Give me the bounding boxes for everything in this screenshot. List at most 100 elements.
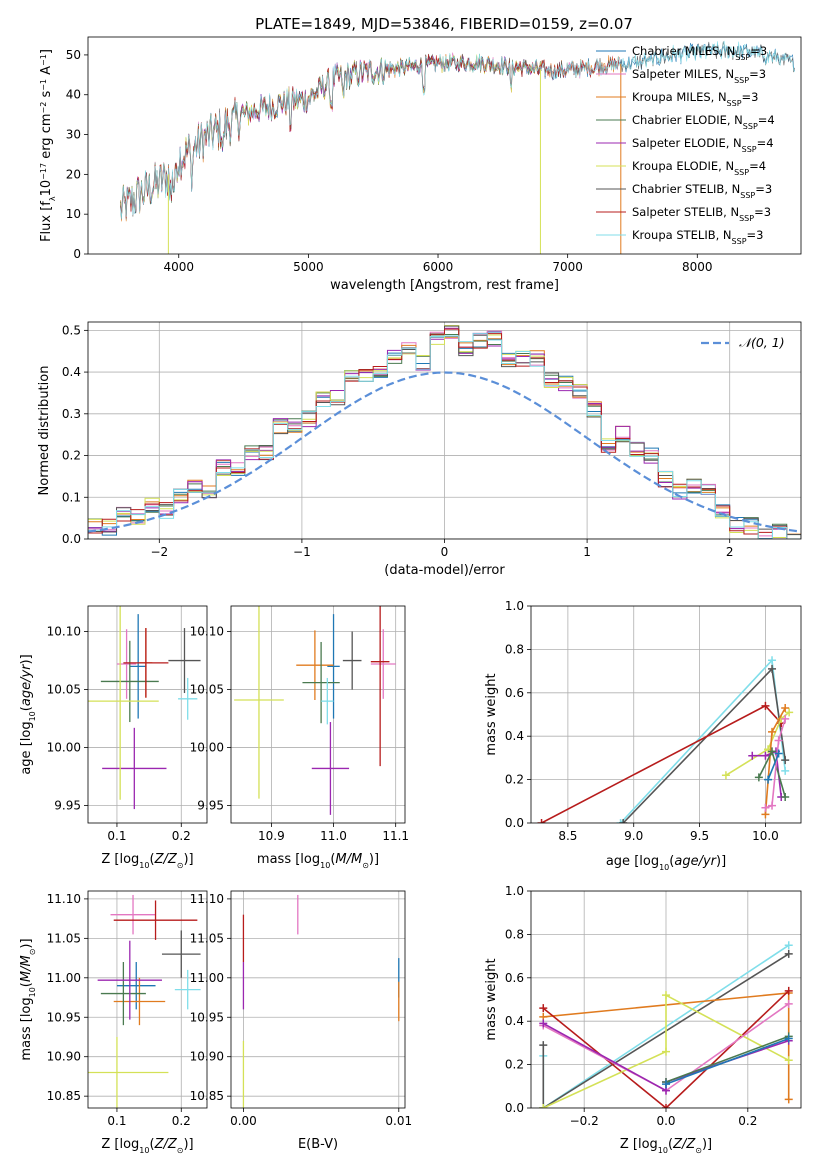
y-tick-label: 50 [66, 48, 81, 62]
weight-marker-chabrier_miles [662, 1080, 670, 1089]
weight-line-chabrier_stelib [542, 953, 790, 1108]
legend-label: Chabrier STELIB, NSSP=3 [632, 182, 772, 200]
label-part: M/M [335, 852, 362, 867]
weight-marker-kroupa_elodie [785, 708, 794, 717]
label-part: −1 [39, 54, 48, 66]
axes-frame [230, 605, 406, 824]
weight-marker-kroupa_elodie [539, 1104, 548, 1108]
y-axis-label: age [log10(age/yr)] [19, 654, 37, 774]
x-tick-label: 1 [583, 545, 591, 559]
label-part: Z [log [101, 852, 139, 867]
label-part: SSP [734, 76, 749, 85]
label-part: age/yr [674, 854, 717, 869]
x-tick-label: 0.1 [107, 1114, 126, 1128]
label-part: 10 [320, 861, 330, 870]
y-tick-label: 11.05 [47, 931, 81, 945]
y-tick-label: 10.00 [47, 741, 81, 755]
legend-label: Chabrier MILES, NSSP=3 [632, 44, 767, 62]
label-part: Kroupa MILES, N [632, 90, 727, 104]
weight-marker-chabrier_stelib [539, 1041, 548, 1050]
panel-weights_age: 8.5 9.0 9.5 10.0 0.0 0.2 0.4 0.6 0.8 1.0 age [log1… [484, 599, 802, 872]
x-axis-label: Z [log10(Z/Z⊙)] [620, 1137, 712, 1155]
y-tick-label: 10.10 [47, 625, 81, 639]
axes-frame [530, 605, 802, 824]
weight-marker-kroupa_stelib [768, 656, 777, 665]
weight-marker-kroupa_miles [768, 727, 777, 736]
weight-marker-salpeter_miles [761, 803, 770, 812]
y-tick-label: 40 [66, 88, 81, 102]
label-part: −2 [39, 102, 48, 114]
x-tick-label: 0.2 [738, 1114, 757, 1128]
y-tick-label: 0.8 [505, 642, 524, 656]
weight-marker-salpeter_stelib [539, 1004, 548, 1013]
label-part: ( [149, 1137, 154, 1152]
x-axis-label: Z [log10(Z/Z⊙)] [101, 852, 193, 870]
x-tick-label: −0.2 [570, 1114, 599, 1128]
weight-marker-kroupa_elodie [662, 991, 670, 1000]
label-part: SSP [739, 214, 754, 223]
x-tick-label: 0.00 [230, 1114, 257, 1128]
y-tick-label: 0.0 [505, 1101, 524, 1115]
y-tick-label: 0.3 [62, 407, 81, 421]
label-part: age/yr [19, 663, 34, 706]
y-tick-label: 10.90 [47, 1050, 81, 1064]
label-part: ⊙ [177, 861, 184, 870]
weight-marker-kroupa_miles [781, 703, 790, 712]
weight-marker-salpeter_stelib [537, 819, 546, 823]
normal-curve [88, 371, 801, 533]
y-tick-label: 10.85 [190, 1089, 224, 1103]
y-tick-label: 11.00 [190, 971, 224, 985]
label-part: Normed distribution [37, 366, 52, 496]
label-part: −1 [39, 79, 48, 91]
axes-frame [87, 36, 802, 255]
x-tick-label: −2 [150, 545, 168, 559]
y-tick-label: 0.0 [505, 816, 524, 830]
label-part: SSP [740, 191, 755, 200]
weight-marker-kroupa_elodie [662, 1047, 670, 1056]
plot-area [231, 891, 405, 1108]
x-tick-label: 10.0 [752, 829, 779, 843]
x-tick-label: 0 [441, 545, 449, 559]
label-part: )] [369, 852, 379, 867]
weight-marker-chabrier_stelib [784, 949, 793, 958]
weight-marker-kroupa_stelib [781, 766, 790, 775]
x-axis-label: wavelength [Angstrom, rest frame] [330, 278, 559, 293]
panel-z_vs_mass: 0.1 0.2 10.85 10.90 10.95 11.00 11.05 11.10 Z [l… [19, 890, 208, 1155]
y-tick-label: 0.6 [505, 686, 524, 700]
legend-label: Kroupa ELODIE, NSSP=4 [632, 159, 766, 177]
label-part: )] [702, 1137, 712, 1152]
weight-line-chabrier_miles [665, 1037, 789, 1085]
label-part: E(B-V) [298, 1137, 338, 1152]
weight-marker-salpeter_elodie [761, 751, 770, 760]
x-axis-label: age [log10(age/yr)] [606, 854, 726, 872]
y-axis-label: Normed distribution [37, 366, 52, 496]
label-part: ⊙ [28, 949, 37, 956]
label-part: ] [39, 49, 54, 54]
label-part: age [log [606, 854, 659, 869]
y-tick-label: 10.90 [190, 1050, 224, 1064]
legend-label: 𝒩(0, 1) [739, 335, 785, 350]
legend-label: Salpeter ELODIE, NSSP=4 [632, 136, 774, 154]
label-part: =3 [749, 67, 766, 81]
y-tick-label: 1.0 [505, 884, 524, 898]
label-part: )] [19, 938, 34, 948]
y-tick-label: 0.2 [505, 773, 524, 787]
label-part: Salpeter MILES, N [632, 67, 734, 81]
label-part: ( [19, 982, 34, 987]
weight-line-kroupa_elodie [542, 993, 790, 1108]
label-part: SSP [732, 237, 747, 246]
label-part: age [log [19, 721, 34, 774]
histogram-kroupa_stelib [88, 333, 801, 539]
weight-marker-chabrier_miles [774, 749, 783, 758]
label-part: 10 [28, 987, 37, 997]
y-tick-label: 0.8 [505, 927, 524, 941]
label-part: SSP [734, 168, 749, 177]
x-tick-label: −1 [293, 545, 311, 559]
label-part: )] [183, 852, 193, 867]
y-tick-label: 0.0 [62, 532, 81, 546]
label-part: =3 [754, 205, 771, 219]
x-tick-label: 4000 [163, 260, 194, 274]
label-part: wavelength [Angstrom, rest frame] [330, 278, 559, 293]
weight-marker-chabrier_miles [784, 1034, 793, 1043]
label-part: Salpeter STELIB, N [632, 205, 739, 219]
